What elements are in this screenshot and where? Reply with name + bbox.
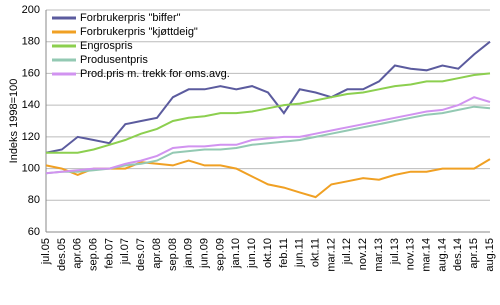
series-line	[46, 72, 491, 154]
y-tick-label: 200	[22, 4, 40, 16]
x-tick-label: mar.12	[325, 238, 337, 272]
legend-label: Produsentpris	[80, 54, 148, 66]
x-tick-label: okt.11	[309, 238, 321, 267]
x-tick-label: nov.12	[357, 238, 369, 270]
x-tick-label: aug.14	[436, 238, 448, 272]
x-tick-label: des.05	[56, 238, 68, 271]
x-tick-label: jun.11	[294, 238, 306, 268]
series-line	[45, 96, 491, 175]
x-tick-label: jul.05	[40, 238, 52, 265]
y-tick-label: 160	[22, 67, 40, 79]
x-tick-label: jan.09	[183, 238, 195, 269]
x-tick-label: aug.15	[484, 238, 496, 272]
y-tick-label: 60	[28, 226, 40, 238]
x-tick-label: mar.13	[373, 238, 385, 272]
x-tick-label: apr.15	[468, 238, 480, 269]
y-tick-label: 120	[22, 131, 40, 143]
x-tick-label: jul.13	[389, 238, 401, 265]
y-tick-label: 80	[28, 194, 40, 206]
x-tick-label: feb.07	[103, 238, 115, 269]
x-tick-label: sep.08	[167, 238, 179, 271]
y-tick-label: 100	[22, 162, 40, 174]
x-tick-label: jun.10	[246, 238, 258, 269]
y-tick-label: 180	[22, 36, 40, 48]
x-tick-label: jan.10	[230, 238, 242, 269]
series-line	[45, 40, 491, 154]
x-tick-label: sep.09	[214, 238, 226, 271]
x-tick-label: jun.09	[198, 238, 210, 269]
series-line	[45, 105, 491, 175]
x-tick-label: des.14	[452, 238, 464, 271]
legend-label: Prod.pris m. trekk for oms.avg.	[80, 68, 230, 80]
x-tick-label: jul.12	[341, 238, 353, 265]
y-tick-label: 140	[22, 99, 40, 111]
x-tick-label: feb.11	[278, 238, 290, 268]
x-tick-label: des.07	[135, 238, 147, 271]
x-tick-label: mar.14	[420, 238, 432, 272]
series-line	[45, 158, 491, 199]
x-tick-label: apr.08	[151, 238, 163, 269]
x-tick-label: sep.06	[87, 238, 99, 271]
x-tick-label: okt.10	[262, 238, 274, 268]
y-axis-label: Indeks 1998=100	[8, 79, 20, 164]
x-tick-label: apr.06	[72, 238, 84, 269]
legend-label: Forbrukerpris "biffer"	[80, 12, 181, 24]
x-tick-label: jul.07	[119, 238, 131, 265]
x-tick-label: nov.13	[405, 238, 417, 270]
legend-label: Engrospris	[80, 40, 133, 52]
legend-label: Forbrukerpris "kjøttdeig"	[80, 26, 198, 38]
